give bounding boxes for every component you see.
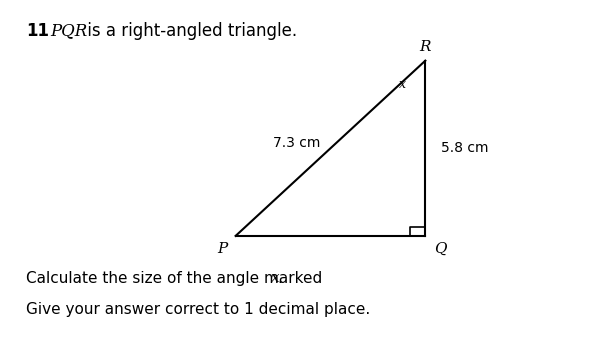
Text: x: x: [271, 271, 279, 285]
Text: is a right-angled triangle.: is a right-angled triangle.: [82, 22, 297, 40]
Text: Q: Q: [435, 242, 447, 256]
Text: x: x: [398, 78, 406, 91]
Text: PQR: PQR: [50, 22, 88, 39]
Text: P: P: [217, 242, 227, 256]
Text: .: .: [277, 271, 282, 286]
Text: 7.3 cm: 7.3 cm: [273, 136, 321, 150]
Text: 5.8 cm: 5.8 cm: [441, 141, 489, 155]
Text: Give your answer correct to 1 decimal place.: Give your answer correct to 1 decimal pl…: [26, 302, 370, 317]
Text: Calculate the size of the angle marked: Calculate the size of the angle marked: [26, 271, 327, 286]
Text: R: R: [420, 39, 431, 54]
Text: 11: 11: [26, 22, 49, 40]
